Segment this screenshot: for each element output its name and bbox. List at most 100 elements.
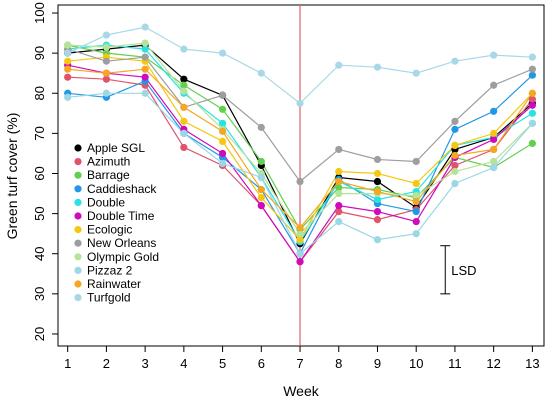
legend-label-7: New Orleans xyxy=(87,236,156,250)
lsd-label: LSD xyxy=(451,263,476,278)
point-11-12 xyxy=(490,51,498,59)
point-5-7 xyxy=(296,258,304,266)
legend-marker-11 xyxy=(74,294,82,302)
point-11-6 xyxy=(257,69,265,77)
point-11-3 xyxy=(141,23,149,31)
point-1-9 xyxy=(373,216,382,224)
point-6-4 xyxy=(180,117,188,125)
plot-frame xyxy=(57,4,545,347)
point-7-3 xyxy=(141,53,149,61)
point-1-1 xyxy=(64,73,72,81)
point-1-8 xyxy=(335,208,343,216)
point-6-8 xyxy=(335,167,343,176)
legend-marker-8 xyxy=(74,253,82,261)
y-tick-label-20: 20 xyxy=(32,327,47,341)
point-10-8 xyxy=(335,177,343,186)
point-9-4 xyxy=(180,129,188,137)
point-7-10 xyxy=(412,157,420,166)
point-9-13 xyxy=(528,119,536,127)
legend-marker-9 xyxy=(74,266,82,274)
point-10-11 xyxy=(451,151,459,160)
point-5-9 xyxy=(373,208,382,216)
point-1-4 xyxy=(180,143,188,152)
legend-label-0: Apple SGL xyxy=(87,141,145,155)
point-7-7 xyxy=(296,177,304,186)
point-7-8 xyxy=(335,145,343,154)
legend-marker-1 xyxy=(74,158,82,166)
point-2-6 xyxy=(257,157,265,166)
legend-label-2: Barrage xyxy=(87,168,130,182)
point-6-10 xyxy=(412,179,420,188)
point-7-13 xyxy=(528,65,536,73)
point-9-6 xyxy=(257,173,265,182)
point-10-3 xyxy=(141,65,149,73)
point-9-11 xyxy=(451,179,459,188)
point-5-8 xyxy=(335,201,343,210)
point-4-3 xyxy=(141,45,149,53)
point-6-9 xyxy=(373,169,382,178)
legend-marker-2 xyxy=(74,171,82,179)
point-10-9 xyxy=(373,187,382,196)
point-10-7 xyxy=(296,224,304,232)
legend-marker-7 xyxy=(74,239,82,247)
point-1-11 xyxy=(451,161,459,170)
point-9-8 xyxy=(335,218,343,226)
y-tick-label-90: 90 xyxy=(32,46,47,60)
point-9-3 xyxy=(141,89,149,97)
point-10-1 xyxy=(64,65,72,73)
x-tick-label-12: 12 xyxy=(486,356,500,371)
x-tick-label-6: 6 xyxy=(258,356,265,371)
point-5-5 xyxy=(218,149,227,158)
legend-label-8: Olympic Gold xyxy=(87,250,159,264)
y-tick-label-70: 70 xyxy=(32,126,47,140)
point-9-1 xyxy=(64,93,72,101)
point-5-6 xyxy=(257,201,265,210)
point-6-12 xyxy=(490,129,498,137)
point-9-12 xyxy=(490,163,498,172)
point-7-11 xyxy=(451,117,459,125)
y-tick-label-30: 30 xyxy=(32,287,47,301)
legend-label-1: Azimuth xyxy=(87,155,130,169)
x-tick-label-4: 4 xyxy=(180,356,187,371)
legend-label-3: Caddieshack xyxy=(87,182,157,196)
point-0-9 xyxy=(373,177,382,186)
point-11-11 xyxy=(451,57,459,65)
y-tick-label-100: 100 xyxy=(32,2,47,24)
point-2-5 xyxy=(218,105,227,113)
legend-marker-5 xyxy=(74,212,82,220)
x-tick-label-5: 5 xyxy=(219,356,226,371)
point-11-8 xyxy=(335,61,343,69)
point-1-13 xyxy=(528,95,536,103)
point-9-5 xyxy=(218,159,227,168)
y-tick-label-50: 50 xyxy=(32,206,47,220)
point-10-5 xyxy=(218,127,227,135)
x-tick-label-8: 8 xyxy=(335,356,342,371)
legend-label-5: Double Time xyxy=(87,209,155,223)
point-6-7 xyxy=(296,236,304,244)
legend-marker-4 xyxy=(74,198,82,206)
point-11-13 xyxy=(528,53,536,61)
point-6-6 xyxy=(257,193,265,202)
point-9-9 xyxy=(373,236,382,244)
point-8-10 xyxy=(412,191,420,200)
x-tick-label-3: 3 xyxy=(142,356,149,371)
point-8-7 xyxy=(296,230,304,238)
point-10-4 xyxy=(180,103,188,111)
point-11-1 xyxy=(64,49,72,57)
point-5-3 xyxy=(141,73,149,81)
point-3-11 xyxy=(451,125,459,133)
x-axis-title: Week xyxy=(283,383,320,399)
x-tick-label-10: 10 xyxy=(409,356,423,371)
point-3-13 xyxy=(528,71,536,79)
point-7-12 xyxy=(490,81,498,89)
point-3-12 xyxy=(490,107,498,115)
legend-marker-6 xyxy=(74,226,82,234)
point-10-6 xyxy=(257,185,265,194)
legend-label-6: Ecologic xyxy=(87,223,132,237)
point-11-10 xyxy=(412,69,420,77)
point-9-2 xyxy=(102,89,111,97)
x-tick-label-1: 1 xyxy=(64,356,71,371)
